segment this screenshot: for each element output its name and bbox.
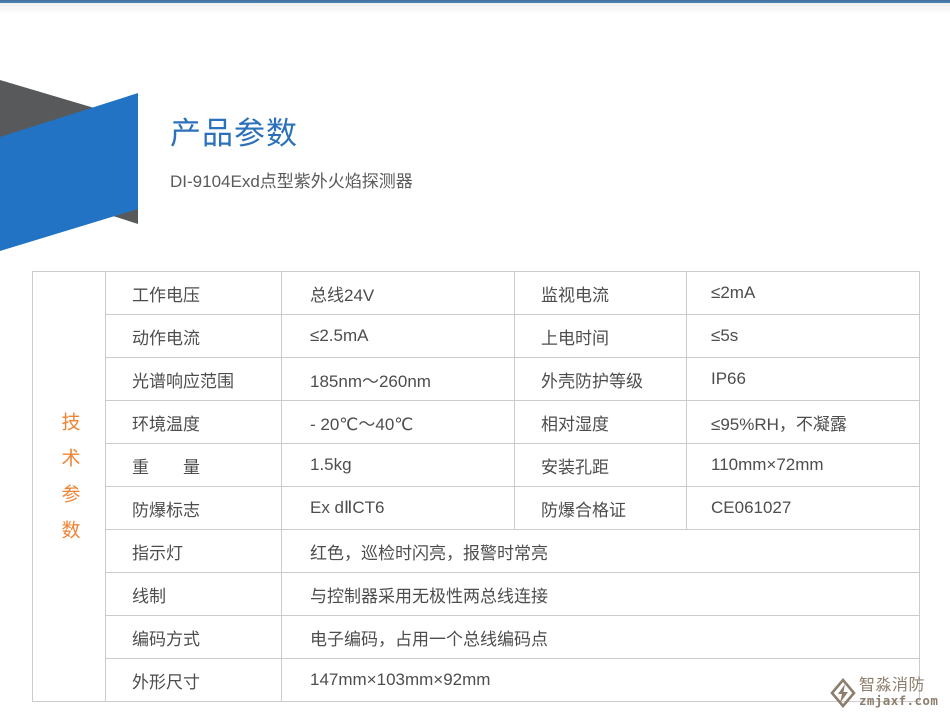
product-subtitle: DI-9104Exd点型紫外火焰探测器	[170, 172, 413, 191]
spec-value: 总线24V	[281, 271, 515, 315]
brand-watermark: 智淼消防 zmjaxf.com	[830, 678, 938, 708]
spec-value: ≤95%RH，不凝露	[686, 400, 920, 444]
spec-label: 上电时间	[514, 314, 687, 358]
table-row: 光谱响应范围 185nm～260nm 外壳防护等级 IP66	[33, 357, 920, 401]
spec-label: 监视电流	[514, 271, 687, 315]
spec-label: 编码方式	[105, 615, 282, 659]
spec-label: 环境温度	[105, 400, 282, 444]
spec-label: 光谱响应范围	[105, 357, 282, 401]
brand-text-block: 智淼消防 zmjaxf.com	[859, 678, 938, 708]
spec-label: 工作电压	[105, 271, 282, 315]
top-shadow-band	[0, 3, 950, 14]
spec-side-label: 技术参数	[58, 412, 80, 556]
spec-value: - 20℃～40℃	[281, 400, 515, 444]
header-banner-decoration	[0, 80, 138, 251]
brand-name: 智淼消防	[859, 677, 926, 695]
spec-value: ≤5s	[686, 314, 920, 358]
table-row: 技术参数 工作电压 总线24V 监视电流 ≤2mA	[32, 271, 920, 702]
table-row: 动作电流 ≤2.5mA 上电时间 ≤5s	[33, 314, 920, 358]
spec-value: 红色，巡检时闪亮，报警时常亮	[281, 529, 920, 573]
blue-banner-shape	[0, 93, 138, 251]
table-row: 外形尺寸 147mm×103mm×92mm	[33, 658, 920, 702]
spec-value: IP66	[686, 357, 920, 401]
page-title: 产品参数	[170, 116, 298, 151]
spec-label: 指示灯	[105, 529, 282, 573]
spec-label: 外壳防护等级	[514, 357, 687, 401]
spec-value: ≤2.5mA	[281, 314, 515, 358]
top-accent-bar	[0, 0, 950, 3]
spec-value: ≤2mA	[686, 271, 920, 315]
spec-value: Ex dⅡCT6	[281, 486, 515, 530]
spec-label: 动作电流	[105, 314, 282, 358]
table-row: 防爆标志 Ex dⅡCT6 防爆合格证 CE061027	[33, 486, 920, 530]
spec-value: CE061027	[686, 486, 920, 530]
table-row: 指示灯 红色，巡检时闪亮，报警时常亮	[33, 529, 920, 573]
spec-value: 电子编码，占用一个总线编码点	[281, 615, 920, 659]
spec-label: 防爆标志	[105, 486, 282, 530]
table-row: 线制 与控制器采用无极性两总线连接	[33, 572, 920, 616]
spec-value: 185nm～260nm	[281, 357, 515, 401]
spec-value: 147mm×103mm×92mm	[281, 658, 920, 702]
brand-domain: zmjaxf.com	[859, 693, 939, 709]
spec-label: 相对湿度	[514, 400, 687, 444]
spec-label: 线制	[105, 572, 282, 616]
table-row: 编码方式 电子编码，占用一个总线编码点	[33, 615, 920, 659]
brand-logo-icon	[830, 678, 856, 708]
spec-side-header: 技术参数	[32, 271, 106, 702]
spec-label: 防爆合格证	[514, 486, 687, 530]
spec-value: 与控制器采用无极性两总线连接	[281, 572, 920, 616]
table-row: 环境温度 - 20℃～40℃ 相对湿度 ≤95%RH，不凝露	[33, 400, 920, 444]
spec-value: 1.5kg	[281, 443, 515, 487]
spec-table: 技术参数 工作电压 总线24V 监视电流 ≤2mA 动作电流 ≤2.5mA 上电…	[32, 271, 920, 702]
spec-label: 外形尺寸	[105, 658, 282, 702]
spec-label: 安装孔距	[514, 443, 687, 487]
table-row: 重 量 1.5kg 安装孔距 110mm×72mm	[33, 443, 920, 487]
spec-label: 重 量	[105, 443, 282, 487]
spec-value: 110mm×72mm	[686, 443, 920, 487]
